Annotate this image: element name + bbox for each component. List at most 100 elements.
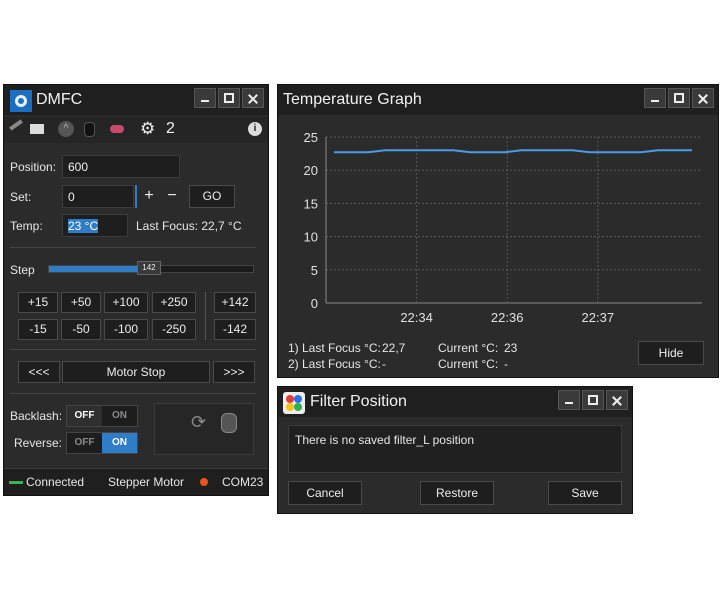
step-plus-250-button[interactable]: +250 <box>152 292 196 313</box>
minimize-button[interactable] <box>644 88 666 108</box>
port-status-dot <box>200 478 208 486</box>
filter-title: Filter Position <box>310 393 407 410</box>
last-focus-label: Last Focus: 22,7 °C <box>136 219 242 233</box>
temperature-probe-icon[interactable] <box>84 122 95 137</box>
focus1-value: 22,7 <box>382 341 406 355</box>
y-tick-label: 0 <box>311 296 318 311</box>
cancel-button[interactable]: Cancel <box>288 481 362 505</box>
close-button[interactable] <box>242 88 264 108</box>
dmfc-window: DMFC ^ ⚙ 2 i Position: 600 Set: 0 + − GO… <box>3 84 269 496</box>
divider <box>10 393 256 394</box>
minimize-button[interactable] <box>194 88 216 108</box>
set-label: Set: <box>10 190 32 204</box>
position-field: 600 <box>62 155 180 178</box>
dmfc-toolbar: ^ ⚙ 2 i <box>4 117 268 143</box>
dmfc-logo-icon <box>10 90 32 112</box>
temp-label: Temp: <box>10 219 43 233</box>
move-forward-button[interactable]: >>> <box>213 361 255 383</box>
backlash-toggle[interactable]: OFF ON <box>66 405 138 427</box>
refresh-icon[interactable]: ⟳ <box>191 412 207 432</box>
y-tick-label: 25 <box>304 130 318 145</box>
reverse-off[interactable]: OFF <box>74 437 95 448</box>
temperature-chart: 0 5 10 15 20 25 22:34 22:36 22:37 <box>304 130 702 325</box>
minimize-button[interactable] <box>558 390 580 410</box>
step-minus-15-button[interactable]: -15 <box>18 319 58 340</box>
motor-type: Stepper Motor <box>108 475 185 489</box>
step-slider-fill <box>49 266 149 272</box>
maximize-button[interactable] <box>668 88 690 108</box>
current1-value: 23 <box>504 341 518 355</box>
step-slider[interactable]: 142 <box>48 261 254 275</box>
plug-icon[interactable] <box>9 119 23 131</box>
maximize-button[interactable] <box>582 390 604 410</box>
temp-field[interactable]: 23 °C <box>62 214 128 237</box>
restore-button[interactable]: Restore <box>420 481 494 505</box>
y-tick-label: 10 <box>304 230 318 245</box>
auxiliary-panel: ⟳ <box>154 403 254 455</box>
filter-message: There is no saved filter_L position <box>295 433 474 447</box>
reverse-label: Reverse: <box>14 436 63 450</box>
graph-titlebar[interactable]: Temperature Graph <box>278 85 718 115</box>
port-name: COM23 <box>222 475 264 489</box>
position-label: Position: <box>10 160 57 174</box>
info-icon[interactable]: i <box>248 122 262 136</box>
set-minus-button[interactable]: − <box>167 187 177 204</box>
filter-titlebar[interactable]: Filter Position <box>278 387 632 417</box>
connected-indicator <box>9 481 23 484</box>
reverse-on[interactable]: ON <box>102 433 137 453</box>
step-divider <box>205 292 206 340</box>
set-plus-button[interactable]: + <box>144 187 154 204</box>
toolbar-count: 2 <box>166 120 175 137</box>
chevron-up-icon[interactable]: ^ <box>58 121 74 137</box>
dmfc-titlebar[interactable]: DMFC <box>4 85 268 115</box>
focus2-value: - <box>382 357 386 371</box>
current1-label: Current °C: <box>438 341 499 355</box>
backlash-off[interactable]: OFF <box>67 406 102 426</box>
step-slider-handle[interactable]: 142 <box>136 261 161 275</box>
temp-value: 23 °C <box>68 219 99 233</box>
hide-button[interactable]: Hide <box>638 341 704 365</box>
connected-status: Connected <box>26 475 85 489</box>
dmfc-title: DMFC <box>36 91 83 108</box>
backlash-label: Backlash: <box>10 409 63 423</box>
step-minus-50-button[interactable]: -50 <box>61 319 101 340</box>
step-plus-50-button[interactable]: +50 <box>61 292 101 313</box>
go-button[interactable]: GO <box>189 185 235 208</box>
step-minus-142-button[interactable]: -142 <box>214 319 256 340</box>
gear-icon[interactable]: ⚙ <box>140 119 156 138</box>
step-plus-15-button[interactable]: +15 <box>18 292 58 313</box>
step-value: 142 <box>142 263 156 272</box>
motor-stop-button[interactable]: Motor Stop <box>62 361 210 383</box>
move-back-button[interactable]: <<< <box>18 361 60 383</box>
maximize-button[interactable] <box>218 88 240 108</box>
x-tick-label: 22:37 <box>582 310 615 325</box>
y-tick-label: 5 <box>311 263 318 278</box>
backlash-on[interactable]: ON <box>112 410 127 421</box>
hand-icon[interactable] <box>221 413 237 433</box>
graph-title: Temperature Graph <box>283 91 422 108</box>
save-button[interactable]: Save <box>548 481 622 505</box>
focus2-label: 2) Last Focus °C: <box>288 357 381 371</box>
filter-wheel-icon <box>283 392 305 414</box>
step-label: Step <box>10 263 35 277</box>
divider <box>10 349 256 350</box>
temperature-series-line <box>334 149 692 154</box>
filter-position-window: Filter Position There is no saved filter… <box>277 386 633 514</box>
y-tick-label: 15 <box>304 196 318 211</box>
set-caret <box>135 185 137 208</box>
y-tick-label: 20 <box>304 163 318 178</box>
close-button[interactable] <box>692 88 714 108</box>
step-minus-250-button[interactable]: -250 <box>152 319 196 340</box>
step-plus-142-button[interactable]: +142 <box>214 292 256 313</box>
close-button[interactable] <box>606 390 628 410</box>
message-box: There is no saved filter_L position <box>288 425 622 473</box>
x-tick-label: 22:34 <box>400 310 433 325</box>
step-minus-100-button[interactable]: -100 <box>104 319 148 340</box>
step-plus-100-button[interactable]: +100 <box>104 292 148 313</box>
focuser-icon[interactable] <box>30 124 44 134</box>
cloud-icon[interactable] <box>110 125 124 133</box>
set-input[interactable]: 0 <box>62 185 134 208</box>
reverse-toggle[interactable]: OFF ON <box>66 432 138 454</box>
current2-value: - <box>504 357 508 371</box>
x-tick-label: 22:36 <box>491 310 524 325</box>
